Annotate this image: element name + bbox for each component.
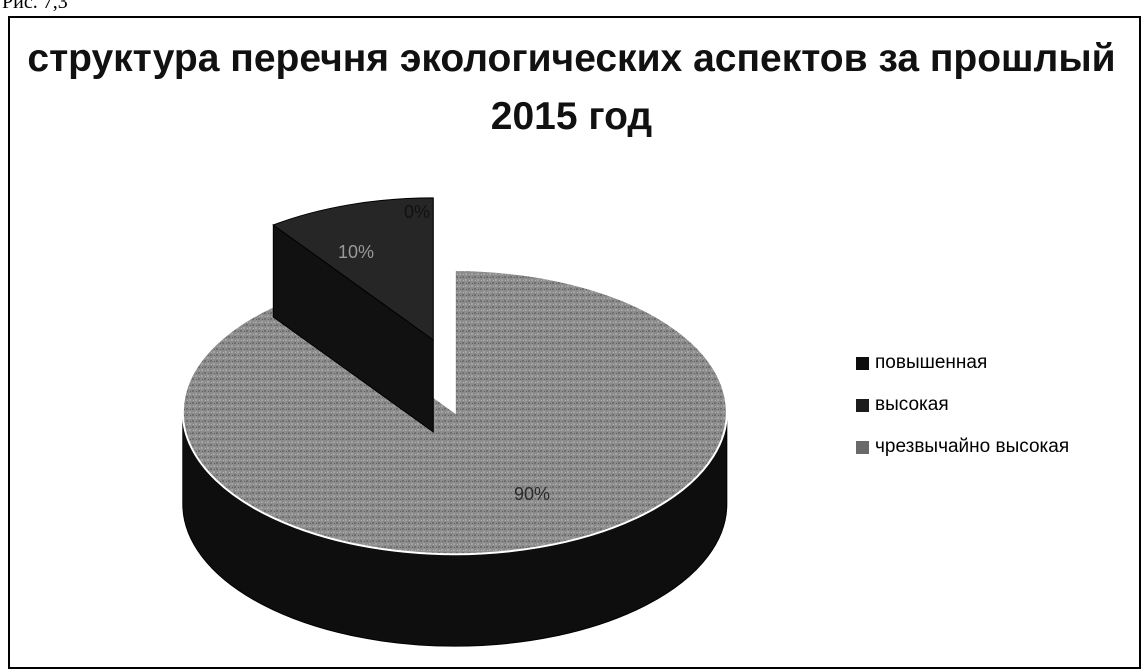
data-label: 10% — [338, 242, 374, 262]
legend-swatch — [856, 398, 869, 412]
legend-label: повышенная — [875, 352, 988, 373]
legend-label: чрезвычайно высокая — [875, 436, 1070, 457]
chart-title: структура перечня экологических аспектов… — [27, 37, 1116, 138]
legend-item: высокая — [856, 394, 1069, 416]
chart-legend: повышенная высокая чрезвычайно высокая — [856, 352, 1069, 478]
legend-swatch — [856, 356, 869, 370]
legend-swatch — [856, 440, 869, 454]
legend-label: высокая — [875, 394, 949, 415]
figure-caption: Рис. 7,3 — [2, 0, 68, 13]
pie-gap — [440, 226, 444, 376]
legend-item: чрезвычайно высокая — [856, 436, 1069, 458]
pie-slice — [272, 197, 434, 341]
data-label: 90% — [514, 484, 550, 504]
legend-item: повышенная — [856, 352, 1069, 374]
data-label: 0% — [404, 202, 430, 222]
chart-frame — [8, 16, 1141, 669]
pie-slice — [181, 269, 728, 556]
